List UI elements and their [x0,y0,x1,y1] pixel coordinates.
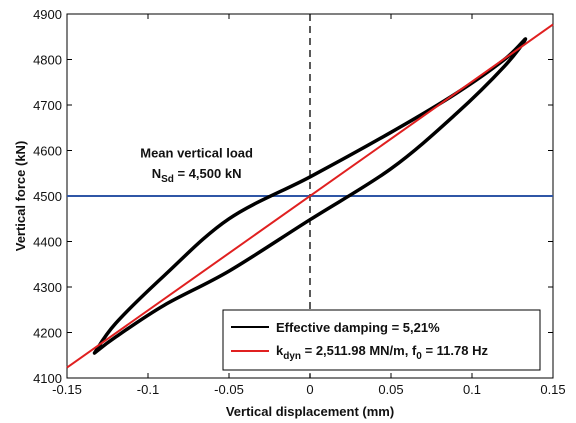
hysteresis-loop-series [92,37,528,355]
x-axis-ticks: -0.15 -0.1 -0.05 0 0.05 0.1 0.15 [52,14,566,397]
legend-box [222,309,541,371]
x-tick-label: -0.05 [214,382,244,397]
x-tick-label: 0 [306,382,313,397]
mean-load-annotation: Mean vertical load [140,145,253,160]
y-axis-ticks: 4100 4200 4300 4400 4500 4600 4700 4800 4900 [33,7,553,386]
y-tick-label: 4900 [33,7,62,22]
x-tick-label: -0.1 [137,382,159,397]
y-tick-label: 4800 [33,53,62,68]
y-tick-label: 4400 [33,235,62,250]
y-tick-label: 4300 [33,280,62,295]
legend: Effective damping = 5,21% kdyn = 2,511.9… [222,309,541,371]
dynamic-stiffness-line [66,23,554,369]
nsd-annotation: NSd = 4,500 kN [152,166,242,185]
legend-label-loop: Effective damping = 5,21% [276,320,440,335]
y-tick-label: 4500 [33,189,62,204]
y-tick-label: 4100 [33,371,62,386]
x-tick-label: 0.1 [463,382,481,397]
y-tick-label: 4700 [33,98,62,113]
x-axis-title: Vertical displacement (mm) [226,404,394,419]
y-axis-title: Vertical force (kN) [13,141,28,252]
legend-label-fit: kdyn = 2,511.98 MN/m, f0 = 11.78 Hz [276,343,488,362]
y-tick-label: 4600 [33,144,62,159]
x-tick-label: 0.05 [378,382,403,397]
x-tick-label: 0.15 [540,382,565,397]
x-tick-label: -0.15 [52,382,82,397]
y-tick-label: 4200 [33,326,62,341]
